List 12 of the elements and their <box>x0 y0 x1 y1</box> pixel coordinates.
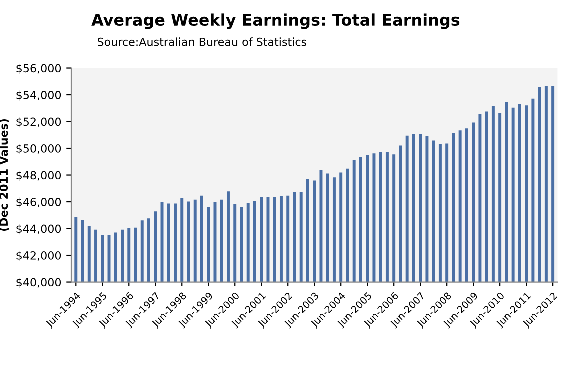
y-tick-label: $40,000 <box>16 278 62 288</box>
y-tick-label: $44,000 <box>16 224 62 235</box>
chart-subtitle: Source:Australian Bureau of Statistics <box>98 38 307 46</box>
y-tick-label: $56,000 <box>16 64 62 74</box>
y-tick-label: $46,000 <box>16 198 62 208</box>
y-tick-label: $50,000 <box>16 144 62 154</box>
chart-title: Average Weekly Earnings: Total Earnings <box>92 14 460 30</box>
y-tick-label: $48,000 <box>16 171 62 182</box>
y-tick-label: $52,000 <box>16 118 62 128</box>
y-tick-label: $42,000 <box>16 251 62 262</box>
y-tick-label: $54,000 <box>16 90 62 101</box>
y-axis-title: (Dec 2011 Values) <box>0 119 10 232</box>
